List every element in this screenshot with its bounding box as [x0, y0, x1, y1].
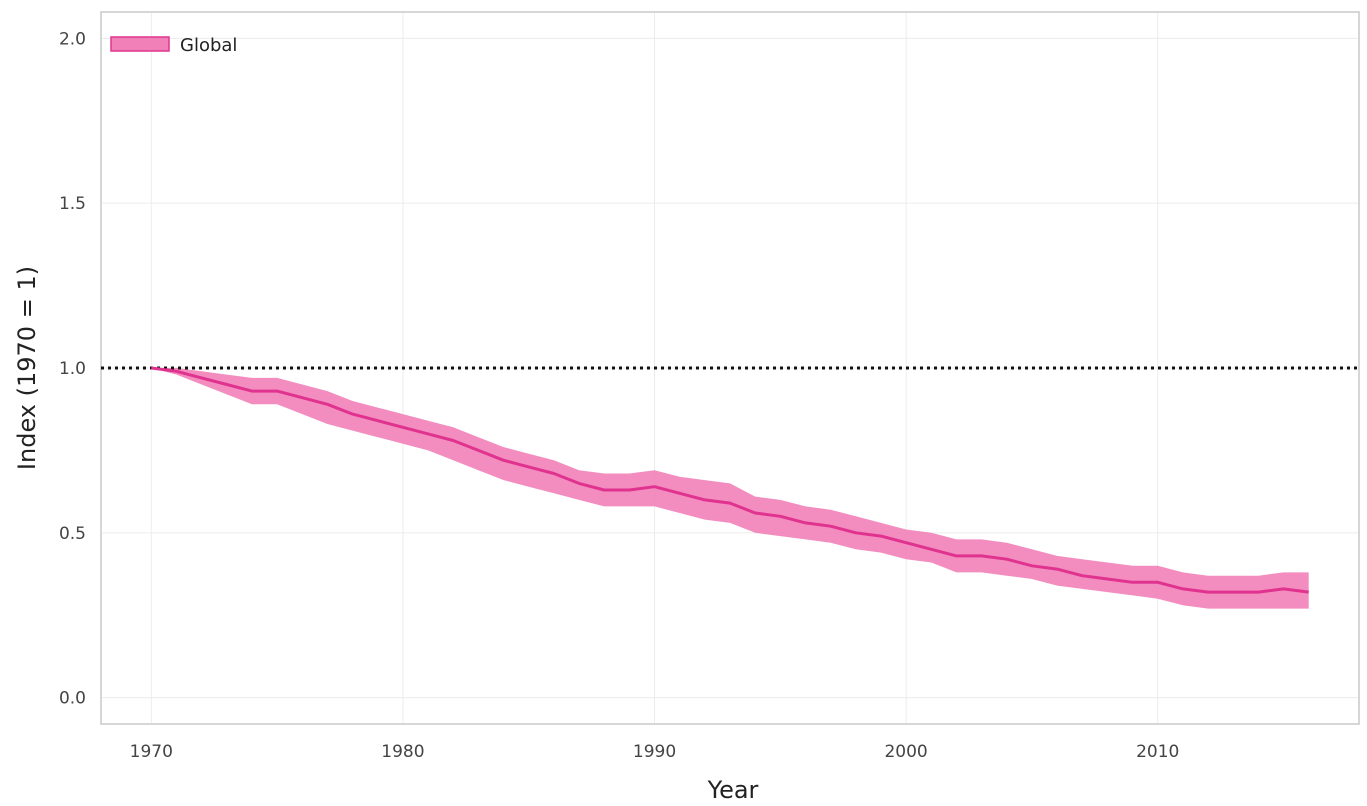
x-tick-label-1990: 1990	[633, 742, 676, 762]
series-line-group	[151, 366, 1309, 594]
x-tick-label-1980: 1980	[381, 742, 424, 762]
x-tick-label-1970: 1970	[130, 742, 173, 762]
confidence-band-0	[151, 368, 1309, 609]
y-tick-label-1.5: 1.5	[59, 194, 86, 214]
legend: Global	[110, 35, 237, 56]
confidence-band-group	[151, 368, 1309, 609]
y-tick-labels: 0.0 0.5 1.0 1.5 2.0	[59, 29, 86, 708]
series-line-0	[151, 366, 1309, 594]
x-tick-labels: 1970 1980 1990 2000 2010	[130, 742, 1180, 762]
y-tick-label-0.5: 0.5	[59, 524, 86, 544]
grid	[101, 12, 1359, 724]
legend-label-global: Global	[180, 35, 237, 56]
legend-swatch-global	[110, 36, 170, 52]
y-tick-label-0.0: 0.0	[59, 689, 86, 709]
x-axis-title: Year	[707, 776, 759, 804]
y-tick-label-2.0: 2.0	[59, 29, 86, 49]
x-tick-label-2000: 2000	[884, 742, 927, 762]
x-tick-label-2010: 2010	[1136, 742, 1179, 762]
y-axis-title: Index (1970 = 1)	[13, 266, 41, 470]
y-tick-label-1.0: 1.0	[59, 359, 86, 379]
